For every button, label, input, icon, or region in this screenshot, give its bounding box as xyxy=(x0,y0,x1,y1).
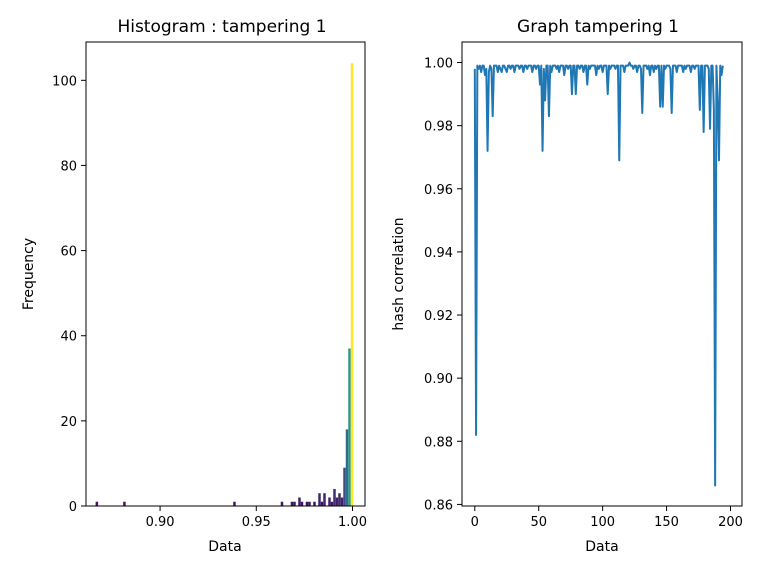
line-graph-x-label: Data xyxy=(585,539,618,555)
histogram-x-tick-label: 1.00 xyxy=(338,515,367,530)
histogram-bar-8 xyxy=(305,501,309,506)
histogram-bar-14 xyxy=(328,497,331,506)
line-graph-x-tick-label: 100 xyxy=(590,515,615,530)
line-graph-y-tick-label: 1.00 xyxy=(424,57,453,72)
line-graph-y-label: hash correlation xyxy=(391,217,407,330)
histogram-y-tick-label: 80 xyxy=(60,159,77,174)
histogram-title: Histogram : tampering 1 xyxy=(117,17,326,37)
histogram-x-label: Data xyxy=(208,539,241,555)
line-graph-title: Graph tampering 1 xyxy=(517,17,679,37)
histogram-bar-23 xyxy=(350,63,354,506)
histogram-bar-2 xyxy=(233,501,236,506)
histogram-bar-7 xyxy=(300,501,304,506)
histogram-bar-6 xyxy=(298,497,301,506)
histogram-y-tick-label: 0 xyxy=(69,500,77,515)
line-graph-y-tick-label: 0.88 xyxy=(424,435,453,450)
line-graph-y-tick-label: 0.86 xyxy=(424,498,453,513)
line-graph-y-tick-label: 0.90 xyxy=(424,372,453,387)
histogram-bar-9 xyxy=(308,501,311,506)
histogram-x-tick-label: 0.95 xyxy=(242,515,271,530)
histogram-bar-15 xyxy=(330,501,334,506)
histogram-y-label: Frequency xyxy=(21,238,37,310)
histogram-x-tick-label: 0.90 xyxy=(146,515,175,530)
histogram-bar-10 xyxy=(313,501,316,506)
line-graph-y-tick-label: 0.98 xyxy=(424,120,453,135)
line-graph-x-ticks: 0 50 100 150 200 xyxy=(471,506,743,530)
histogram-y-tick-label: 40 xyxy=(60,330,77,345)
line-graph-x-tick-label: 200 xyxy=(718,515,743,530)
histogram-bar-21 xyxy=(345,429,349,506)
histogram-bar-11 xyxy=(318,493,321,506)
histogram-x-ticks: 0.90 0.95 1.00 xyxy=(146,506,367,530)
line-graph-y-tick-label: 0.92 xyxy=(424,309,453,324)
histogram-bar-1 xyxy=(123,501,126,506)
histogram-frame xyxy=(85,41,366,507)
histogram-bar-17 xyxy=(335,497,339,506)
histogram-bar-19 xyxy=(340,497,344,506)
histogram-bar-20 xyxy=(343,467,346,506)
histogram-bar-22 xyxy=(348,348,351,506)
histogram-panel: Histogram : tampering 1 0.90 0.95 1.00 0 20… xyxy=(21,17,367,555)
line-graph-x-tick-label: 0 xyxy=(471,515,479,530)
histogram-y-tick-label: 100 xyxy=(52,74,77,89)
histogram-bar-3 xyxy=(280,501,284,506)
histogram-bar-5 xyxy=(293,501,296,506)
histogram-y-ticks: 0 20 40 60 80 100 xyxy=(52,74,86,515)
histogram-y-tick-label: 20 xyxy=(60,415,77,430)
histogram-bar-12 xyxy=(320,501,324,506)
histogram-y-tick-label: 60 xyxy=(60,245,77,260)
line-graph-x-tick-label: 150 xyxy=(654,515,679,530)
line-graph-y-tick-label: 0.94 xyxy=(424,246,453,261)
histogram-bar-16 xyxy=(333,488,336,506)
line-graph-y-ticks: 0.86 0.88 0.90 0.92 0.94 0.96 0.98 1.00 xyxy=(424,57,462,513)
histogram-bar-18 xyxy=(338,493,341,506)
line-graph-frame xyxy=(461,41,743,507)
line-graph-x-tick-label: 50 xyxy=(530,515,547,530)
histogram-bar-0 xyxy=(95,501,99,506)
line-graph-y-tick-label: 0.96 xyxy=(424,183,453,198)
histogram-bars xyxy=(95,63,354,506)
histogram-bar-13 xyxy=(323,493,326,506)
hash-correlation-line xyxy=(473,61,724,487)
line-graph-panel: Graph tampering 1 0 50 100 150 200 0.860.880… xyxy=(391,17,743,555)
histogram-bar-4 xyxy=(290,501,294,506)
